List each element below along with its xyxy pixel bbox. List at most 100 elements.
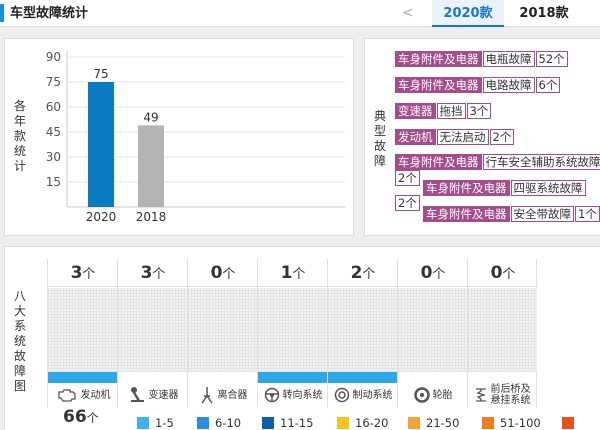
prev-arrow-icon[interactable]: < bbox=[402, 5, 414, 21]
system-label: 离合器 bbox=[188, 383, 258, 407]
system-count: 1个 bbox=[258, 259, 328, 287]
legend-item: 11-15 bbox=[262, 417, 313, 429]
system-bar-area bbox=[188, 288, 257, 372]
fault-count: 52个 bbox=[535, 51, 568, 67]
system-column[interactable]: 0个 前后桥及悬挂系统 bbox=[467, 259, 538, 407]
system-bar-area bbox=[328, 288, 397, 372]
fault-part: 无法启动 bbox=[436, 129, 489, 145]
gear-shifter-icon bbox=[130, 387, 144, 402]
system-count: 3个 bbox=[48, 259, 118, 287]
system-count: 0个 bbox=[398, 259, 468, 287]
bar bbox=[88, 82, 114, 207]
fault-category: 车身附件及电器 bbox=[395, 77, 482, 93]
year-bar-chart: 15 30 45 60 75 90 75 2020 49 2018 bbox=[46, 50, 345, 224]
system-label: 发动机 bbox=[48, 383, 118, 407]
legend-item: 1-5 bbox=[137, 417, 174, 429]
steering-wheel-icon bbox=[264, 387, 279, 403]
system-bar-area bbox=[398, 288, 467, 372]
system-count: 0个 bbox=[188, 259, 258, 287]
systems-side-label: 八大系统故障图 bbox=[13, 289, 26, 393]
system-count: 0个 bbox=[468, 259, 538, 287]
fault-item[interactable]: 车身附件及电器 安全带故障 1个 bbox=[423, 206, 600, 222]
system-bar-area bbox=[258, 288, 327, 372]
legend-item: 51-100 bbox=[482, 417, 541, 429]
brake-icon bbox=[334, 387, 349, 403]
legend-swatch bbox=[137, 417, 149, 429]
legend-swatch bbox=[197, 417, 209, 429]
system-column[interactable]: 0个 轮胎 bbox=[397, 259, 468, 407]
y-tick-label: 60 bbox=[46, 100, 61, 114]
system-label: 制动系统 bbox=[328, 383, 398, 407]
fault-count: 3个 bbox=[466, 103, 492, 119]
page-title: 车型故障统计 bbox=[10, 6, 89, 21]
fault-part: 电瓶故障 bbox=[482, 51, 535, 67]
systems-fault-panel: 八大系统故障图 3个 发动机 3个 变速器 0个 bbox=[4, 246, 600, 430]
y-tick-label: 15 bbox=[46, 175, 61, 189]
typical-faults-panel: 典型故障 车身附件及电器 电瓶故障 52个 车身附件及电器 电路故障 6个 变速器 拖挡 3… bbox=[364, 38, 600, 236]
system-column[interactable]: 0个 离合器 bbox=[187, 259, 258, 407]
chart-side-label: 各年款统计 bbox=[13, 99, 26, 173]
fault-item[interactable]: 发动机 无法启动 2个 bbox=[395, 129, 515, 145]
tab-2018[interactable]: 2018款 bbox=[519, 6, 569, 21]
legend-swatch bbox=[262, 417, 274, 429]
legend-swatch bbox=[562, 417, 574, 429]
fault-item[interactable]: 车身附件及电器 电瓶故障 52个 bbox=[395, 51, 568, 67]
system-label: 转向系统 bbox=[258, 383, 328, 407]
fault-part: 拖挡 bbox=[436, 103, 466, 119]
system-bar-fill bbox=[258, 372, 327, 383]
fault-part: 行车安全辅助系统故障 bbox=[482, 154, 600, 170]
fault-count: 1个 bbox=[575, 206, 600, 222]
system-label: 轮胎 bbox=[398, 383, 468, 407]
system-bar-area bbox=[468, 288, 537, 372]
fault-category: 车身附件及电器 bbox=[423, 206, 510, 222]
fault-category: 发动机 bbox=[395, 129, 436, 145]
y-tick-label: 90 bbox=[46, 50, 61, 64]
fault-category: 车身附件及电器 bbox=[395, 154, 482, 170]
fault-part: 四驱系统故障 bbox=[510, 180, 586, 196]
system-bar-area bbox=[118, 288, 187, 372]
bar-value-label: 49 bbox=[143, 110, 158, 124]
legend-swatch bbox=[337, 417, 349, 429]
system-count: 2个 bbox=[328, 259, 398, 287]
suspension-icon bbox=[475, 388, 486, 402]
system-bar-fill bbox=[48, 372, 117, 383]
legend-item: 6-10 bbox=[197, 417, 241, 429]
fault-count: 2个 bbox=[489, 129, 515, 145]
fault-item[interactable]: 车身附件及电器 行车安全辅助系统故障 bbox=[395, 154, 600, 170]
system-label: 前后桥及悬挂系统 bbox=[468, 383, 538, 407]
system-bar-area bbox=[48, 288, 117, 372]
system-column[interactable]: 1个 转向系统 bbox=[257, 259, 328, 407]
fault-category: 车身附件及电器 bbox=[395, 51, 482, 67]
header: 车型故障统计 < 2020款 2018款 bbox=[0, 0, 600, 27]
year-chart-panel: 各年款统计 15 30 45 60 75 90 75 2020 49 2018 bbox=[4, 38, 354, 236]
faults-side-label: 典型故障 bbox=[373, 109, 386, 168]
fault-count: 2个 bbox=[395, 170, 420, 186]
legend-item: 21-50 bbox=[408, 417, 459, 429]
bar bbox=[138, 125, 164, 207]
fault-count: 2个 bbox=[395, 195, 420, 211]
system-column[interactable]: 2个 制动系统 bbox=[327, 259, 398, 407]
bar-value-label: 75 bbox=[93, 67, 108, 81]
legend-swatch bbox=[482, 417, 494, 429]
clutch-icon bbox=[200, 387, 213, 404]
tire-icon bbox=[413, 387, 430, 403]
total-count: 66个 bbox=[63, 407, 99, 427]
fault-part: 安全带故障 bbox=[510, 206, 574, 222]
x-tick-label: 2020 bbox=[86, 210, 117, 224]
system-column[interactable]: 3个 变速器 bbox=[117, 259, 188, 407]
fault-count: 6个 bbox=[535, 77, 561, 93]
system-column[interactable]: 3个 发动机 bbox=[47, 259, 118, 407]
system-label: 变速器 bbox=[118, 383, 188, 407]
legend-item bbox=[562, 417, 580, 429]
fault-item[interactable]: 车身附件及电器 四驱系统故障 bbox=[423, 180, 586, 196]
legend-item: 16-20 bbox=[337, 417, 388, 429]
title-accent-bar bbox=[0, 4, 4, 22]
y-tick-label: 75 bbox=[46, 75, 61, 89]
fault-item[interactable]: 变速器 拖挡 3个 bbox=[395, 103, 492, 119]
engine-icon bbox=[57, 389, 76, 402]
legend-swatch bbox=[408, 417, 420, 429]
fault-category: 变速器 bbox=[395, 103, 436, 119]
fault-item[interactable]: 车身附件及电器 电路故障 6个 bbox=[395, 77, 561, 93]
y-tick-label: 45 bbox=[46, 125, 61, 139]
tab-2020[interactable]: 2020款 bbox=[432, 0, 504, 27]
